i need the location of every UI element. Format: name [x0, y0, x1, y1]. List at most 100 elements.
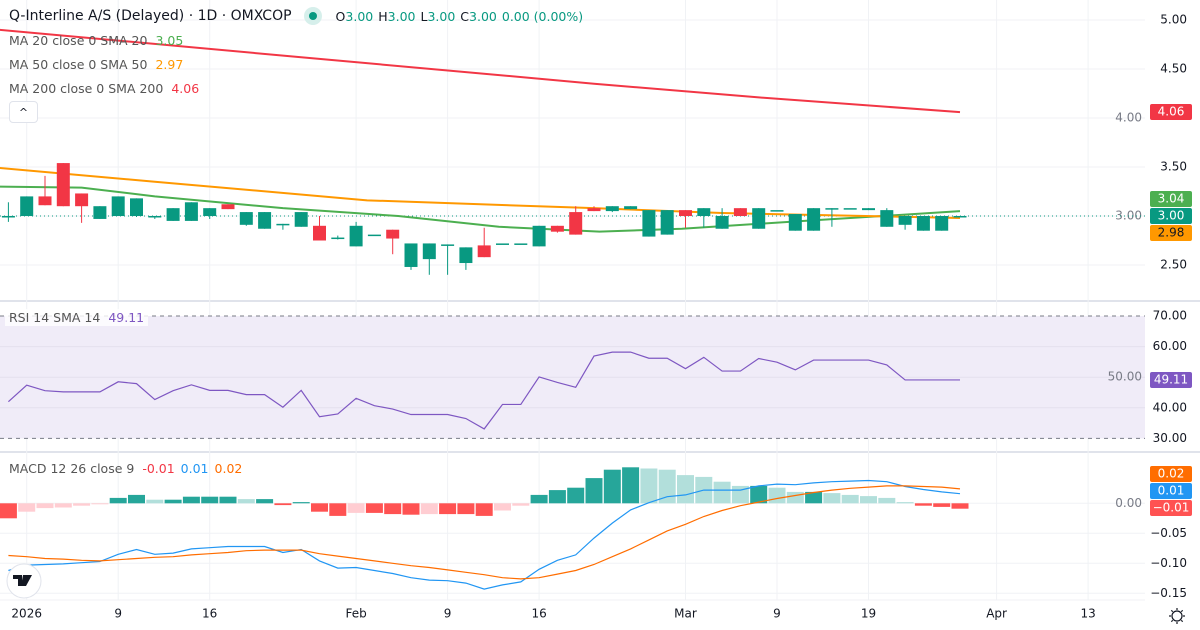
macd-histogram-bar: [292, 502, 310, 504]
candle-body[interactable]: [276, 223, 290, 226]
candle-body[interactable]: [642, 210, 656, 237]
candle-body[interactable]: [93, 206, 107, 219]
macd-histogram-bar: [18, 503, 36, 512]
candle-body[interactable]: [679, 210, 692, 216]
candle-body[interactable]: [313, 225, 326, 241]
candle-body[interactable]: [477, 245, 491, 258]
candle-body[interactable]: [349, 225, 363, 247]
candle-body[interactable]: [825, 208, 839, 210]
candle-body[interactable]: [770, 210, 784, 212]
ma200-legend[interactable]: MA 200 close 0 SMA 200 4.06: [9, 81, 199, 96]
candle-body[interactable]: [788, 214, 802, 231]
macd-histogram-bar: [365, 503, 383, 513]
macd-hist-badge-text: −0.01: [1153, 501, 1190, 515]
macd-histogram-bar: [841, 494, 859, 504]
candle-body[interactable]: [75, 193, 89, 207]
candle-body[interactable]: [331, 237, 345, 240]
last-price-badge-text: 3.00: [1158, 209, 1185, 223]
ma20-value: 3.05: [155, 33, 184, 48]
ma50-value: 2.97: [155, 57, 184, 72]
candle-body[interactable]: [752, 208, 766, 229]
candle-body[interactable]: [496, 243, 509, 245]
candle-body[interactable]: [697, 208, 711, 216]
symbol-legend: Q-Interline A/S (Delayed) · 1D · OMXCOP …: [9, 7, 588, 25]
candle-body[interactable]: [38, 196, 52, 206]
settings-gear-icon-ray: [1170, 619, 1174, 623]
candle-body[interactable]: [660, 210, 674, 235]
candle-body[interactable]: [56, 163, 70, 207]
market-status-icon[interactable]: [303, 7, 322, 25]
candle-body[interactable]: [843, 208, 857, 210]
candle-body[interactable]: [111, 196, 125, 216]
rsi-label: RSI 14 SMA 14: [9, 310, 101, 325]
rsi-value-badge-text: 49.11: [1154, 373, 1188, 387]
settings-gear-icon-ray: [1180, 619, 1184, 623]
candle-body[interactable]: [130, 198, 143, 216]
ma50-price-badge: [1150, 225, 1192, 241]
candle-body[interactable]: [953, 216, 967, 218]
candle-body[interactable]: [880, 210, 894, 227]
macd-histogram-bar: [420, 503, 438, 515]
rsi-legend[interactable]: RSI 14 SMA 14 49.11: [5, 309, 149, 326]
candle-body[interactable]: [715, 216, 729, 229]
candle-body[interactable]: [441, 244, 455, 246]
candle-body[interactable]: [184, 202, 198, 221]
macd-legend[interactable]: MACD 12 26 close 9 -0.01 0.01 0.02: [9, 461, 242, 476]
macd-histogram-bar: [567, 487, 585, 504]
macd-histogram-bar: [951, 503, 969, 509]
candle-body[interactable]: [733, 208, 747, 216]
ohlc-high: H3.00: [378, 8, 416, 24]
candle-body[interactable]: [1, 216, 15, 218]
ma50-legend[interactable]: MA 50 close 0 SMA 50 2.97: [9, 57, 183, 72]
time-axis-label: Mar: [674, 607, 697, 621]
ma20-label: MA 20 close 0 SMA 20: [9, 33, 148, 48]
ohlc-low: L3.00: [420, 8, 456, 24]
candle-body[interactable]: [459, 247, 473, 264]
ma-line-ma20: [0, 185, 961, 233]
candle-body[interactable]: [294, 212, 308, 227]
price-axis-label: 3.50: [1160, 160, 1187, 174]
candle-body[interactable]: [258, 212, 272, 229]
candle-body[interactable]: [404, 243, 418, 267]
symbol-title[interactable]: Q-Interline A/S (Delayed) · 1D · OMXCOP: [9, 8, 292, 24]
candle-body[interactable]: [514, 243, 528, 245]
macd-histogram-bar: [256, 499, 274, 504]
candle-body[interactable]: [550, 225, 564, 232]
settings-gear-icon-ray: [1170, 609, 1174, 613]
candle-body[interactable]: [569, 212, 583, 235]
ma20-legend[interactable]: MA 20 close 0 SMA 20 3.05: [9, 33, 183, 48]
candle-body[interactable]: [422, 243, 436, 260]
candle-body[interactable]: [221, 204, 235, 210]
candle-body[interactable]: [386, 229, 400, 239]
price-axis-label: 4.50: [1160, 62, 1187, 76]
candle-body[interactable]: [807, 208, 821, 231]
candle-body[interactable]: [605, 206, 619, 212]
candle-body[interactable]: [239, 212, 253, 225]
macd-histogram-bar: [347, 503, 365, 513]
rsi-axis-label: 50.00: [1108, 370, 1142, 384]
candle-body[interactable]: [148, 216, 162, 218]
macd-hist-value: -0.01: [142, 461, 175, 476]
candle-body[interactable]: [532, 225, 546, 247]
time-axis-label: 19: [861, 607, 876, 621]
candle-body[interactable]: [624, 206, 638, 210]
macd-signal-badge-text: 0.02: [1158, 467, 1185, 481]
candle-body[interactable]: [587, 208, 601, 212]
time-axis-label: 9: [773, 607, 781, 621]
candle-body[interactable]: [20, 196, 34, 216]
collapse-legend-button[interactable]: ^: [9, 101, 38, 123]
candle-body[interactable]: [166, 208, 180, 221]
time-axis-label: Feb: [345, 607, 366, 621]
candle-body[interactable]: [898, 216, 912, 225]
candle-body[interactable]: [367, 234, 381, 237]
time-axis-label: 16: [202, 607, 217, 621]
settings-gear-icon-ray: [1180, 609, 1184, 613]
candle-body[interactable]: [916, 216, 930, 231]
settings-gear-icon[interactable]: [1171, 610, 1183, 622]
macd-histogram-bar: [439, 503, 457, 515]
candle-body[interactable]: [862, 208, 875, 211]
candle-body[interactable]: [203, 208, 217, 216]
candle-body[interactable]: [935, 216, 949, 231]
price-axis-label: 4.00: [1115, 111, 1142, 125]
